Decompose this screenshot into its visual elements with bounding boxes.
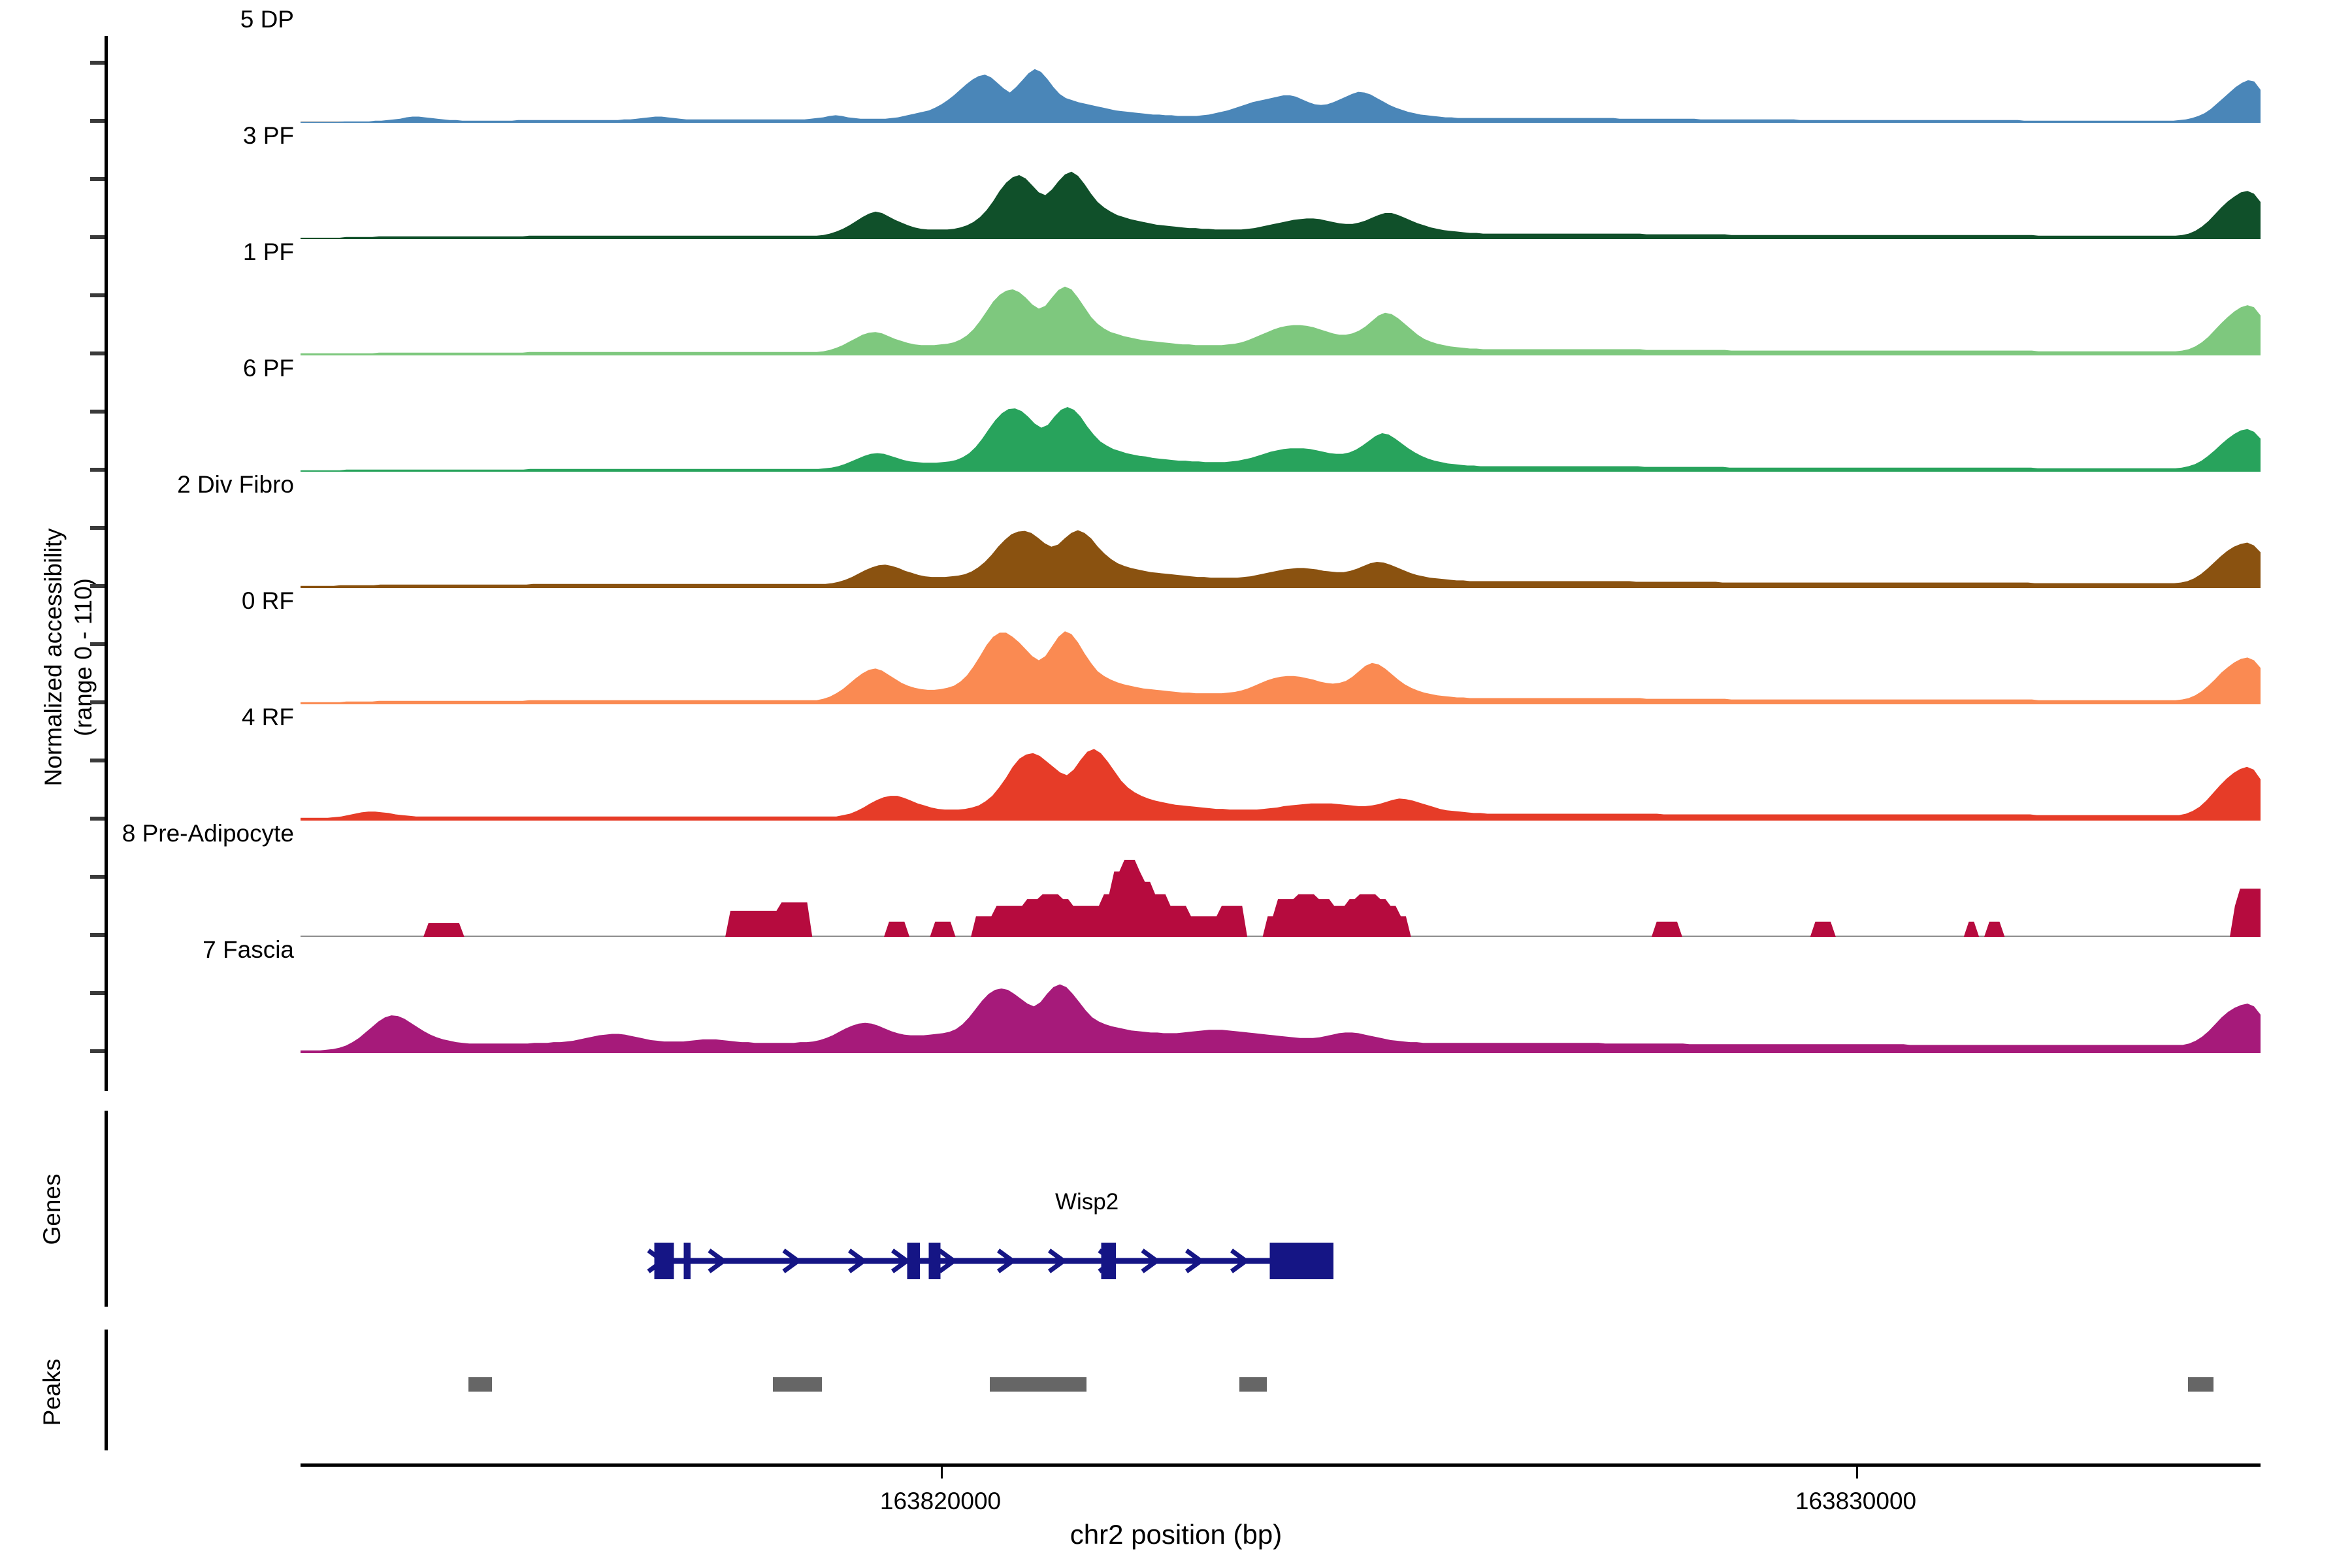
coverage-track: 7 Fascia: [203, 936, 2261, 1053]
coverage-track: 8 Pre-Adipocyte: [122, 820, 2261, 937]
coverage-area: [301, 631, 2261, 704]
coverage-track: 5 DP: [240, 6, 2261, 123]
gene-exon: [907, 1243, 920, 1279]
gene-model-track: Wisp2: [301, 1189, 2261, 1294]
track-label: 5 DP: [240, 5, 294, 33]
y-axis-tick: [90, 875, 105, 879]
gene-exon: [683, 1243, 691, 1279]
y-axis-title: Normalized accessibility (range 0 - 110): [39, 448, 99, 866]
coverage-track: 1 PF: [243, 238, 2261, 355]
peak-bar: [468, 1377, 492, 1392]
peak-bar: [773, 1377, 822, 1392]
y-axis-tick: [90, 1049, 105, 1053]
y-axis-tick: [90, 584, 105, 588]
coverage-track: 4 RF: [242, 704, 2261, 821]
coverage-track: 2 Div Fibro: [177, 471, 2261, 588]
gene-name-label: Wisp2: [1055, 1189, 1119, 1215]
track-label: 3 PF: [242, 122, 294, 149]
y-axis-tick: [90, 759, 105, 762]
gene-exon: [1269, 1243, 1333, 1279]
peaks-section-label: Peaks: [39, 1358, 65, 1426]
coverage-track: 6 PF: [243, 355, 2261, 472]
y-axis-tick: [90, 526, 105, 530]
x-axis-tick: [1855, 1467, 1858, 1478]
y-axis-tick: [90, 410, 105, 414]
coverage-area: [301, 407, 2261, 472]
coverage-area: [301, 69, 2261, 123]
x-axis-tick-label: 163830000: [1795, 1488, 1917, 1514]
gene-strand-arrow: [1230, 1249, 1250, 1273]
x-axis-title: chr2 position (bp): [1070, 1519, 1282, 1550]
track-label: 8 Pre-Adipocyte: [122, 819, 294, 847]
peak-bar: [2188, 1377, 2213, 1392]
gene-exon: [1101, 1243, 1116, 1279]
gene-strand-arrow: [890, 1249, 911, 1273]
coverage-track: 3 PF: [243, 122, 2261, 239]
coverage-area: [301, 984, 2261, 1053]
gene-strand-arrow: [938, 1249, 958, 1273]
peak-bar: [989, 1377, 1086, 1392]
gene-strand-arrow: [1184, 1249, 1205, 1273]
peaks-track: [301, 1365, 2261, 1405]
x-axis-tick-label: 163820000: [879, 1488, 1002, 1514]
y-axis-tick: [90, 991, 105, 995]
gene-intron-line: [654, 1258, 1333, 1264]
gene-exon: [928, 1243, 941, 1279]
y-axis-tick: [90, 61, 105, 65]
coverage-area: [301, 860, 2261, 937]
peak-bar: [1239, 1377, 1267, 1392]
coverage-area: [301, 171, 2261, 239]
y-axis-tick: [90, 351, 105, 355]
gene-strand-arrow: [996, 1249, 1017, 1273]
y-axis-tick: [90, 817, 105, 821]
gene-model-svg: [647, 1243, 1333, 1279]
track-label: 0 RF: [241, 587, 294, 614]
gene-strand-arrow: [708, 1249, 728, 1273]
coverage-track: 0 RF: [242, 587, 2261, 704]
gene-exon: [654, 1243, 674, 1279]
y-axis-tick: [90, 293, 105, 297]
y-axis-tick: [90, 642, 105, 646]
coverage-area: [301, 530, 2261, 588]
y-axis-tick: [90, 933, 105, 937]
track-label: 6 PF: [242, 354, 294, 382]
y-axis-title-line2: (range 0 - 110): [70, 578, 97, 736]
coverage-area: [301, 286, 2261, 355]
y-axis-tick: [90, 700, 105, 704]
track-label: 2 Div Fibro: [177, 470, 294, 498]
y-axis-tick: [90, 468, 105, 472]
track-label: 1 PF: [242, 238, 294, 265]
y-axis-tick: [90, 235, 105, 239]
peaks-axis-spine: [105, 1330, 108, 1450]
y-axis-tick: [90, 119, 105, 123]
x-axis-line: [301, 1463, 2261, 1467]
y-axis-tick: [90, 177, 105, 181]
y-axis-title-line1: Normalized accessibility: [40, 528, 67, 787]
gene-strand-arrow: [782, 1249, 802, 1273]
gene-strand-arrow: [1047, 1249, 1068, 1273]
coverage-axis-spine: [90, 36, 108, 1091]
track-label: 4 RF: [241, 703, 294, 730]
genes-section-label: Genes: [39, 1173, 65, 1245]
gene-strand-arrow: [847, 1249, 868, 1273]
track-label: 7 Fascia: [203, 936, 294, 963]
x-axis-tick: [940, 1467, 943, 1478]
gene-strand-arrow: [1141, 1249, 1161, 1273]
genes-axis-spine: [105, 1111, 108, 1307]
coverage-area: [301, 749, 2261, 821]
x-axis-ticks: 163820000 163830000: [301, 1467, 2261, 1539]
